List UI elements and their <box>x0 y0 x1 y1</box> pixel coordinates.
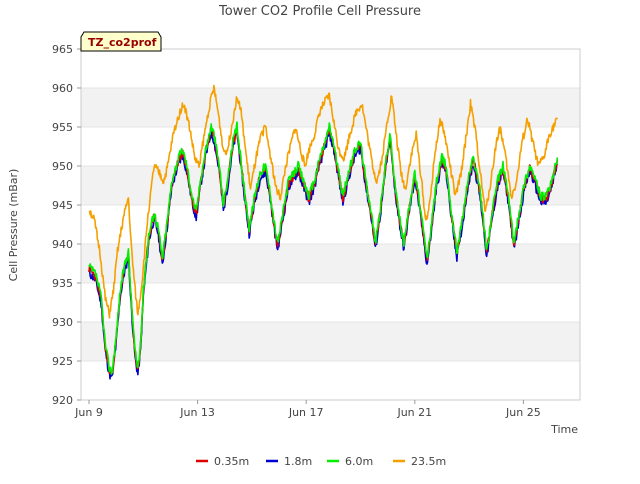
x-tick-label: Jun 17 <box>288 406 324 419</box>
y-tick-label: 920 <box>52 394 73 407</box>
y-tick-label: 930 <box>52 316 73 329</box>
x-tick-label: Jun 9 <box>74 406 103 419</box>
x-tick-label: Jun 25 <box>505 406 541 419</box>
x-tick-label: Jun 21 <box>396 406 432 419</box>
y-tick-label: 935 <box>52 277 73 290</box>
y-tick-label: 965 <box>52 43 73 56</box>
legend: 0.35m 1.8m 6.0m 23.5m <box>196 455 446 468</box>
legend-label-1.8m: 1.8m <box>284 455 312 468</box>
site-badge-box <box>80 31 162 52</box>
y-tick-label: 945 <box>52 199 73 212</box>
series-line-6.0m <box>88 121 559 375</box>
y-tick-label: 950 <box>52 160 73 173</box>
y-tick-label: 955 <box>52 121 73 134</box>
series-line-23.5m <box>88 84 559 319</box>
x-tick-label: Jun 13 <box>179 406 215 419</box>
y-axis: 920 925 930 935 940 945 950 955 960 965 <box>52 43 81 407</box>
site-badge: TZ_co2prof <box>80 31 162 52</box>
site-badge-label: TZ_co2prof <box>88 36 157 49</box>
series-layer <box>88 84 559 380</box>
chart-title: Tower CO2 Profile Cell Pressure <box>218 4 421 19</box>
legend-label-0.35m: 0.35m <box>214 455 249 468</box>
y-tick-label: 960 <box>52 82 73 95</box>
plot-frame <box>80 48 581 401</box>
legend-label-6.0m: 6.0m <box>345 455 373 468</box>
legend-label-23.5m: 23.5m <box>411 455 446 468</box>
grid-band <box>81 322 580 361</box>
y-tick-label: 925 <box>52 355 73 368</box>
x-axis-label: Time <box>550 423 578 436</box>
grid-band <box>81 244 580 283</box>
y-axis-label: Cell Pressure (mBar) <box>7 169 20 282</box>
y-tick-label: 940 <box>52 238 73 251</box>
x-axis: Jun 9 Jun 13 Jun 17 Jun 21 Jun 25 <box>74 400 541 419</box>
grid-band <box>81 88 580 127</box>
